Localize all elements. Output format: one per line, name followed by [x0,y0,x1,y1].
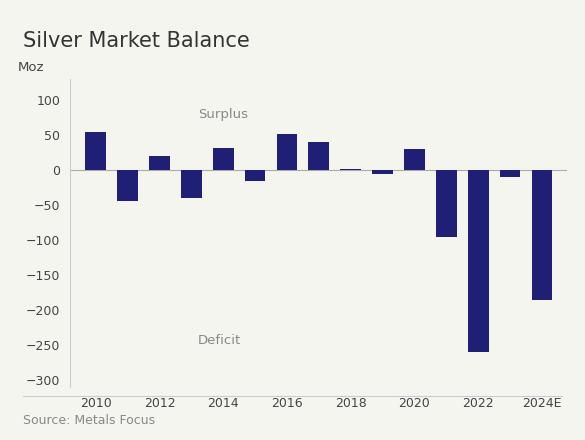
Bar [117,170,138,201]
Bar [372,170,393,174]
Text: Source: Metals Focus: Source: Metals Focus [23,414,156,427]
Bar [404,149,425,170]
Bar [213,148,233,170]
Bar [277,134,297,170]
Text: Silver Market Balance: Silver Market Balance [23,31,250,51]
Bar [340,169,361,170]
Text: Moz: Moz [18,61,44,74]
Text: Surplus: Surplus [198,108,247,121]
Bar [85,132,106,170]
Text: Deficit: Deficit [198,334,241,347]
Bar [468,170,488,352]
Bar [308,142,329,170]
Bar [436,170,457,237]
Bar [149,156,170,170]
Bar [181,170,202,198]
Bar [245,170,266,181]
Bar [500,170,521,177]
Bar [532,170,552,300]
